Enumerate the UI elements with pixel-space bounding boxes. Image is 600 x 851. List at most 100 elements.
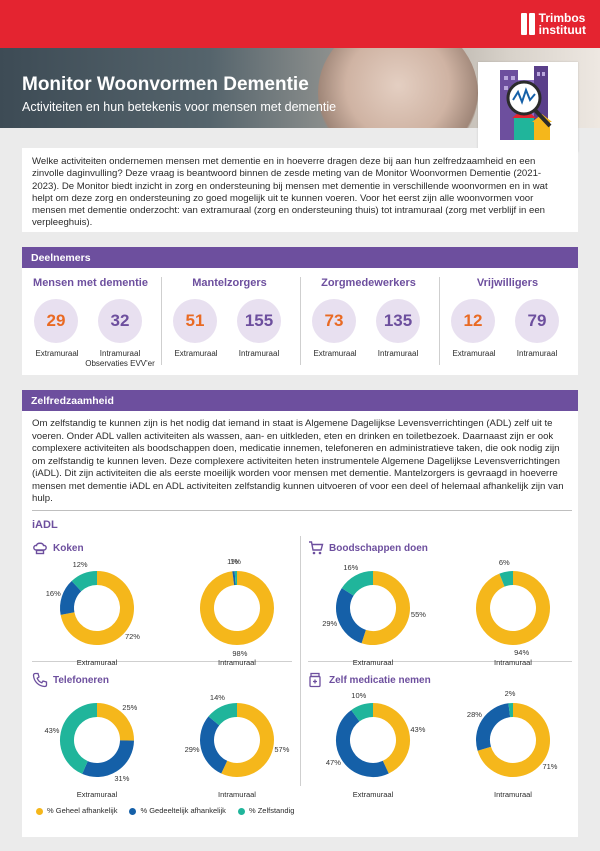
data-label: 43% [44, 725, 60, 735]
legend-label: % Gedeeltelijk afhankelijk [140, 806, 226, 815]
monitor-illustration [478, 62, 578, 152]
divider [32, 661, 292, 662]
count-label: Intramuraal [238, 349, 280, 358]
divider [439, 277, 440, 365]
count-circle: 51 [173, 299, 217, 343]
segment-zelfstandig [499, 571, 514, 587]
count-circle: 29 [34, 299, 78, 343]
segment-geheel-afhankelijk [361, 571, 410, 645]
shopping-cart-icon [309, 541, 324, 555]
group-vrijwilligers: Vrijwilligers 12 79 Extramuraal Intramur… [439, 277, 576, 369]
data-label: 16% [343, 562, 359, 572]
legend-label: % Geheel afhankelijk [47, 806, 118, 815]
data-label: 71% [542, 762, 558, 772]
count-label: Extramuraal [452, 349, 496, 358]
count-circle: 12 [451, 299, 495, 343]
group-title: Mensen met dementie [33, 277, 148, 289]
group-title: Vrijwilligers [476, 277, 539, 289]
donut-svg [60, 571, 134, 645]
count-circle: 155 [237, 299, 281, 343]
segment-geheel-afhankelijk [60, 571, 134, 645]
segment-geheel-afhankelijk [221, 703, 274, 777]
group-title: Zorgmedewerkers [321, 277, 416, 289]
segment-gedeeltelijk-afhankelijk [60, 581, 82, 615]
hero-photo [318, 48, 478, 128]
data-label: 10% [351, 691, 367, 701]
segment-gedeeltelijk-afhankelijk [336, 588, 367, 644]
data-label: 1% [230, 557, 241, 567]
donut-svg [476, 571, 550, 645]
group-title: Mantelzorgers [192, 277, 267, 289]
logo-line1: Trimbos [538, 11, 586, 25]
count-circle: 73 [312, 299, 356, 343]
data-label: 29% [184, 745, 200, 755]
data-label: 98% [232, 648, 248, 658]
zelfredzaamheid-title: Zelfredzaamheid [22, 390, 578, 411]
group-mensen-met-dementie: Mensen met dementie 29 32 Extramuraal In… [22, 277, 159, 369]
segment-zelfstandig [208, 703, 238, 726]
count-label: Extramuraal [174, 349, 218, 358]
divider [308, 661, 572, 662]
segment-zelfstandig [351, 703, 374, 722]
group-zorgmedewerkers: Zorgmedewerkers 73 135 Extramuraal Intra… [300, 277, 437, 369]
deelnemers-section: Deelnemers Mensen met dementie 29 32 Ext… [22, 247, 578, 375]
data-label: 55% [410, 610, 426, 620]
activity-title: Telefoneren [53, 674, 109, 686]
medication-icon [309, 672, 321, 688]
donut-extramuraal: Extramuraal 25% 31% 43% [32, 690, 162, 802]
data-label: 12% [72, 560, 88, 570]
buildings-magnifier-icon [500, 66, 552, 140]
segment-geheel-afhankelijk [476, 571, 550, 645]
trimbos-logo: Trimbos instituut [520, 11, 586, 37]
segment-zelfstandig [71, 571, 98, 592]
page-title: Monitor Woonvormen Dementie [22, 74, 309, 95]
data-label: 28% [466, 709, 482, 719]
data-label: 43% [410, 724, 426, 734]
donut-svg [336, 571, 410, 645]
logo-line2: instituut [538, 23, 586, 37]
activity-title: Koken [53, 542, 84, 554]
count-label: Intramuraal [516, 349, 558, 358]
donut-svg [200, 571, 274, 645]
zelfredzaamheid-text: Om zelfstandig te kunnen zijn is het nod… [32, 418, 564, 504]
top-bar: Trimbos instituut [0, 0, 600, 48]
divider [161, 277, 162, 365]
donut-label: Extramuraal [76, 658, 118, 667]
segment-gedeeltelijk-afhankelijk [476, 703, 511, 751]
logo-mark-icon [520, 13, 535, 35]
donut-extramuraal: Extramuraal 43% 47% 10% [308, 690, 438, 802]
count-circle: 79 [515, 299, 559, 343]
data-label: 94% [514, 648, 530, 658]
activity-boodschappen: Boodschappen doen Extramuraal 55% 29% 16% … [308, 540, 568, 670]
donut-label: Extramuraal [352, 790, 394, 799]
data-label: 6% [498, 557, 510, 567]
group-mantelzorgers: Mantelzorgers 51 155 Extramuraal Intramu… [161, 277, 298, 369]
data-label: 57% [274, 745, 290, 755]
donut-intramuraal: Intramuraal 57% 29% 14% [172, 690, 302, 802]
donut-label: Intramuraal [218, 790, 256, 799]
activity-title: Zelf medicatie nemen [329, 674, 431, 686]
segment-geheel-afhankelijk [96, 703, 134, 741]
donut-svg [60, 703, 134, 777]
iadl-heading: iADL [32, 519, 58, 531]
donut-extramuraal: Extramuraal 72% 16% 12% [32, 558, 162, 670]
donut-intramuraal: Intramuraal 94% 6% [448, 558, 578, 670]
segment-zelfstandig [60, 703, 98, 774]
zelfredzaamheid-section: Zelfredzaamheid Om zelfstandig te kunnen… [22, 390, 578, 837]
donut-extramuraal: Extramuraal 55% 29% 16% [308, 558, 438, 670]
data-label: 14% [209, 693, 225, 703]
donut-svg [336, 703, 410, 777]
legend-label: % Zelfstandig [248, 806, 295, 815]
chef-hat-icon [33, 542, 47, 555]
count-circle: 135 [376, 299, 420, 343]
segment-gedeeltelijk-afhankelijk [336, 710, 389, 777]
donut-intramuraal: Intramuraal 98% 1% 1% [172, 557, 302, 670]
data-label: 29% [322, 618, 338, 628]
page-subtitle: Activiteiten en hun betekenis voor mense… [22, 100, 337, 114]
divider [32, 510, 572, 511]
data-label: 25% [122, 702, 138, 712]
count-label: Intramuraal [377, 349, 419, 358]
data-label: 1% [227, 557, 238, 567]
data-label: 16% [45, 588, 61, 598]
donut-label: Extramuraal [76, 790, 118, 799]
